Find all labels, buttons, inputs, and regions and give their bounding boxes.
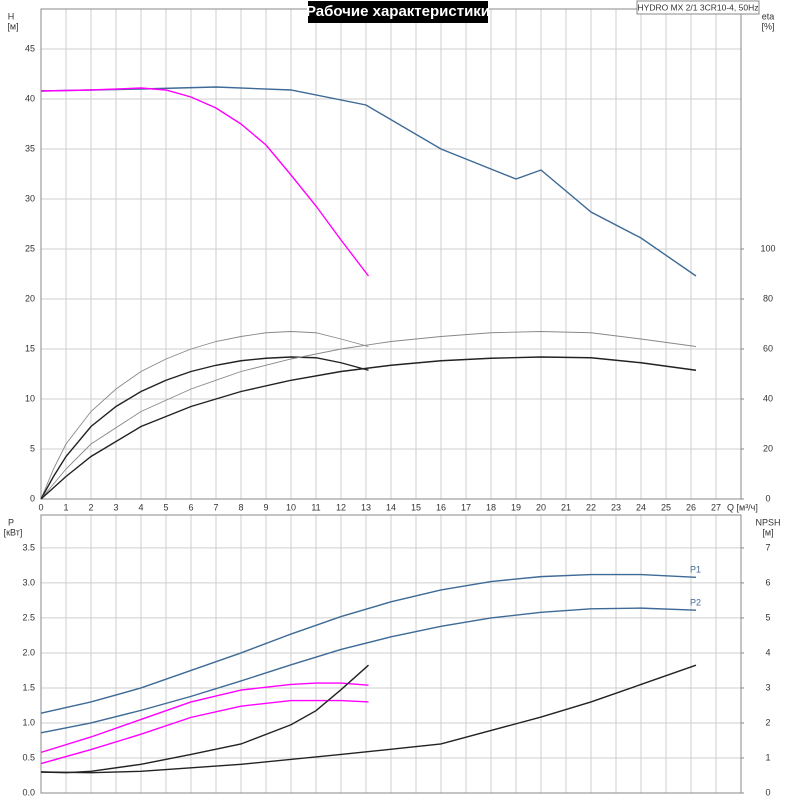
y2-tick-label: 80 [763,293,773,303]
curve [40,699,369,765]
curve [40,86,697,277]
x-tick-label: 13 [361,502,371,512]
title-box [308,1,488,23]
y2-tick-label: 20 [763,443,773,453]
plot-frame [40,514,742,794]
y-tick-label: 45 [25,43,35,53]
y2-tick-label: 0 [765,493,770,503]
note-box [636,0,760,15]
y-tick-label: 0 [30,493,35,503]
x-tick-label: 8 [238,502,243,512]
x-tick-label: 17 [461,502,471,512]
y-axis-unit: [м] [7,21,18,31]
x-tick-label: 22 [586,502,596,512]
y-tick-label: 3.5 [22,542,35,552]
curve [40,87,370,277]
x-tick-label: 10 [286,502,296,512]
x-tick-label: 26 [686,502,696,512]
y-tick-label: 2.0 [22,647,35,657]
x-tick-label: 4 [138,502,143,512]
x-tick-label: 14 [386,502,396,512]
y2-tick-label: 5 [765,612,770,622]
x-tick-label: 7 [213,502,218,512]
y2-axis-unit: [%] [761,21,774,31]
y-tick-label: 30 [25,193,35,203]
y-tick-label: 3.0 [22,577,35,587]
curve [40,607,697,734]
y-tick-label: 40 [25,93,35,103]
y-axis-unit: [кВт] [4,527,23,537]
y-tick-label: 15 [25,343,35,353]
x-tick-label: 3 [113,502,118,512]
x-tick-label: 12 [336,502,346,512]
y2-tick-label: 4 [765,647,770,657]
y-tick-label: 0.5 [22,752,35,762]
curve [40,356,697,500]
x-tick-label: 5 [163,502,168,512]
curve-label: P1 [690,565,701,575]
y-tick-label: 35 [25,143,35,153]
x-tick-label: 19 [511,502,521,512]
x-tick-label: 20 [536,502,546,512]
y2-tick-label: 3 [765,682,770,692]
x-tick-label: 27 [711,502,721,512]
x-tick-label: 9 [263,502,268,512]
y-tick-label: 1.0 [22,717,35,727]
x-tick-label: 16 [436,502,446,512]
x-tick-label: 15 [411,502,421,512]
x-tick-label: 0 [38,502,43,512]
curve-label: P2 [690,598,701,608]
y-tick-label: 1.5 [22,682,35,692]
y2-tick-label: 100 [760,243,775,253]
curve [40,573,697,714]
y-tick-label: 20 [25,293,35,303]
y-axis-label: P [8,517,14,527]
model-note: HYDRO MX 2/1 3CR10-4, 50Hz [638,2,759,12]
y-tick-label: 0.0 [22,787,35,797]
y-axis-label: H [8,11,15,21]
y2-tick-label: 60 [763,343,773,353]
y2-tick-label: 7 [765,542,770,552]
x-tick-label: 21 [561,502,571,512]
y-tick-label: 10 [25,393,35,403]
y2-tick-label: 1 [765,752,770,762]
x-tick-label: 1 [63,502,68,512]
y2-axis-unit: [м] [762,527,773,537]
y2-tick-label: 6 [765,577,770,587]
x-tick-label: 18 [486,502,496,512]
x-tick-label: 25 [661,502,671,512]
y2-tick-label: 2 [765,717,770,727]
curve [40,331,369,500]
x-tick-label: 23 [611,502,621,512]
curve [40,331,697,500]
curve [40,356,369,500]
x-tick-label: 6 [188,502,193,512]
y-tick-label: 5 [30,443,35,453]
x-tick-label: 24 [636,502,646,512]
y-tick-label: 25 [25,243,35,253]
x-axis-label: Q [м³/ч] [727,502,758,512]
y-tick-label: 2.5 [22,612,35,622]
x-tick-label: 11 [311,502,320,512]
y2-axis-label: NPSH [755,517,780,527]
x-tick-label: 2 [88,502,93,512]
y2-tick-label: 0 [765,787,770,797]
curve [40,664,697,774]
y2-tick-label: 40 [763,393,773,403]
curve [40,682,369,754]
y2-axis-label: eta [762,11,775,21]
chart-title: Рабочие характеристики [306,3,490,20]
